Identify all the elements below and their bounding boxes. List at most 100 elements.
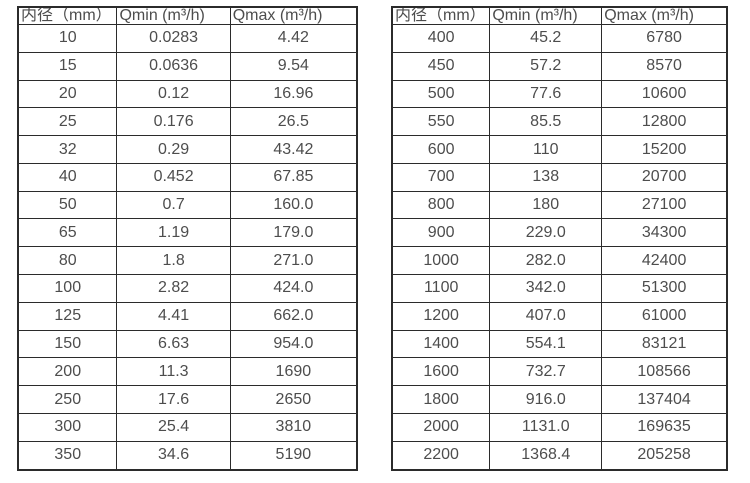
qmax-cell: 67.85 xyxy=(229,162,358,192)
table-row: 550 85.5 12800 xyxy=(391,107,728,137)
diameter-column-header: 内径（mm） xyxy=(391,6,491,25)
qmax-column-header: Qmax (m³/h) xyxy=(601,6,728,25)
qmax-cell: 34300 xyxy=(601,218,728,248)
diameter-cell: 900 xyxy=(391,218,491,248)
diameter-cell: 25 xyxy=(17,107,118,137)
table-row: 2000 1131.0 169635 xyxy=(391,412,728,442)
diameter-cell: 150 xyxy=(17,329,118,359)
qmin-cell: 1.8 xyxy=(116,246,231,276)
diameter-cell: 1100 xyxy=(391,274,491,303)
qmin-cell: 0.12 xyxy=(116,79,231,109)
diameter-cell: 32 xyxy=(17,135,118,164)
diameter-cell: 250 xyxy=(17,385,118,414)
qmin-cell: 1368.4 xyxy=(489,440,603,471)
qmax-cell: 8570 xyxy=(601,51,728,81)
qmin-cell: 0.29 xyxy=(116,135,231,164)
table-row: 1200 407.0 61000 xyxy=(391,301,728,331)
diameter-cell: 1600 xyxy=(391,357,491,387)
qmax-cell: 61000 xyxy=(601,301,728,331)
flow-spec-table-large-diameters: 内径（mm） Qmin (m³/h) Qmax (m³/h) 400 45.2 6780 4… xyxy=(391,6,728,471)
qmax-cell: 12800 xyxy=(601,107,728,137)
table-row: 1800 916.0 137404 xyxy=(391,385,728,414)
qmin-cell: 11.3 xyxy=(116,357,231,387)
qmax-cell: 424.0 xyxy=(229,274,358,303)
diameter-column-header: 内径（mm） xyxy=(17,6,118,25)
table-row: 800 180 27100 xyxy=(391,190,728,220)
diameter-cell: 700 xyxy=(391,162,491,192)
diameter-cell: 1200 xyxy=(391,301,491,331)
table-row: 1600 732.7 108566 xyxy=(391,357,728,387)
qmin-cell: 342.0 xyxy=(489,274,603,303)
qmin-cell: 4.41 xyxy=(116,301,231,331)
qmin-cell: 732.7 xyxy=(489,357,603,387)
diameter-cell: 550 xyxy=(391,107,491,137)
table-row: 125 4.41 662.0 xyxy=(17,301,358,331)
qmin-cell: 6.63 xyxy=(116,329,231,359)
table-row: 150 6.63 954.0 xyxy=(17,329,358,359)
qmin-cell: 0.0283 xyxy=(116,24,231,53)
table-row: 300 25.4 3810 xyxy=(17,412,358,442)
diameter-cell: 1400 xyxy=(391,329,491,359)
qmax-cell: 1690 xyxy=(229,357,358,387)
table-row: 10 0.0283 4.42 xyxy=(17,24,358,53)
qmin-cell: 1.19 xyxy=(116,218,231,248)
diameter-cell: 500 xyxy=(391,79,491,109)
table-row: 65 1.19 179.0 xyxy=(17,218,358,248)
diameter-cell: 125 xyxy=(17,301,118,331)
flow-spec-table-small-diameters: 内径（mm） Qmin (m³/h) Qmax (m³/h) 10 0.0283 4.42… xyxy=(17,6,358,471)
qmax-cell: 160.0 xyxy=(229,190,358,220)
qmax-cell: 83121 xyxy=(601,329,728,359)
qmax-cell: 5190 xyxy=(229,440,358,471)
qmin-cell: 45.2 xyxy=(489,24,603,53)
qmax-cell: 15200 xyxy=(601,135,728,164)
diameter-cell: 350 xyxy=(17,440,118,471)
qmin-cell: 916.0 xyxy=(489,385,603,414)
qmax-cell: 271.0 xyxy=(229,246,358,276)
diameter-cell: 400 xyxy=(391,24,491,53)
diameter-cell: 15 xyxy=(17,51,118,81)
table-row: 450 57.2 8570 xyxy=(391,51,728,81)
diameter-cell: 1000 xyxy=(391,246,491,276)
diameter-cell: 65 xyxy=(17,218,118,248)
diameter-cell: 300 xyxy=(17,412,118,442)
qmax-cell: 2650 xyxy=(229,385,358,414)
diameter-cell: 20 xyxy=(17,79,118,109)
qmax-cell: 205258 xyxy=(601,440,728,471)
table-row: 200 11.3 1690 xyxy=(17,357,358,387)
qmax-cell: 42400 xyxy=(601,246,728,276)
table-row: 600 110 15200 xyxy=(391,135,728,164)
qmax-cell: 26.5 xyxy=(229,107,358,137)
qmin-cell: 0.7 xyxy=(116,190,231,220)
table-row: 80 1.8 271.0 xyxy=(17,246,358,276)
qmin-column-header: Qmin (m³/h) xyxy=(116,6,231,25)
qmin-cell: 57.2 xyxy=(489,51,603,81)
diameter-cell: 200 xyxy=(17,357,118,387)
qmax-cell: 10600 xyxy=(601,79,728,109)
qmax-cell: 9.54 xyxy=(229,51,358,81)
table-row: 1000 282.0 42400 xyxy=(391,246,728,276)
qmax-cell: 169635 xyxy=(601,412,728,442)
diameter-cell: 2200 xyxy=(391,440,491,471)
table-row: 500 77.6 10600 xyxy=(391,79,728,109)
qmax-cell: 108566 xyxy=(601,357,728,387)
table-row: 250 17.6 2650 xyxy=(17,385,358,414)
qmin-cell: 85.5 xyxy=(489,107,603,137)
diameter-cell: 2000 xyxy=(391,412,491,442)
table-row: 100 2.82 424.0 xyxy=(17,274,358,303)
qmax-cell: 20700 xyxy=(601,162,728,192)
qmax-cell: 4.42 xyxy=(229,24,358,53)
qmin-cell: 282.0 xyxy=(489,246,603,276)
qmin-cell: 554.1 xyxy=(489,329,603,359)
diameter-cell: 800 xyxy=(391,190,491,220)
qmin-cell: 2.82 xyxy=(116,274,231,303)
qmin-cell: 17.6 xyxy=(116,385,231,414)
qmax-cell: 43.42 xyxy=(229,135,358,164)
diameter-cell: 1800 xyxy=(391,385,491,414)
table-header-row: 内径（mm） Qmin (m³/h) Qmax (m³/h) xyxy=(17,6,358,25)
qmax-cell: 16.96 xyxy=(229,79,358,109)
table-row: 40 0.452 67.85 xyxy=(17,162,358,192)
qmin-cell: 77.6 xyxy=(489,79,603,109)
qmin-cell: 0.176 xyxy=(116,107,231,137)
qmax-cell: 662.0 xyxy=(229,301,358,331)
